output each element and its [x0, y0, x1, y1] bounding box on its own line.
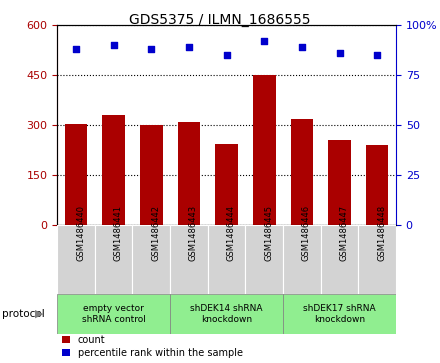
Text: empty vector
shRNA control: empty vector shRNA control — [82, 304, 146, 324]
Bar — [215, 143, 238, 225]
Bar — [178, 122, 200, 225]
Point — [374, 52, 381, 58]
Text: GSM1486440: GSM1486440 — [76, 205, 85, 261]
Text: shDEK14 shRNA
knockdown: shDEK14 shRNA knockdown — [191, 304, 263, 324]
Text: GSM1486448: GSM1486448 — [377, 205, 386, 261]
Bar — [253, 75, 275, 225]
Point — [110, 42, 117, 48]
Point — [298, 44, 305, 50]
Text: ▶: ▶ — [34, 309, 43, 319]
Text: GSM1486441: GSM1486441 — [114, 205, 123, 261]
Text: shDEK17 shRNA
knockdown: shDEK17 shRNA knockdown — [303, 304, 376, 324]
Point — [185, 44, 192, 50]
Bar — [208, 225, 246, 294]
Legend: count, percentile rank within the sample: count, percentile rank within the sample — [62, 335, 242, 358]
Bar — [57, 294, 170, 334]
Bar — [103, 115, 125, 225]
Bar — [321, 225, 358, 294]
Point — [261, 38, 268, 44]
Bar — [366, 145, 389, 225]
Bar — [95, 225, 132, 294]
Point — [223, 52, 230, 58]
Point — [148, 46, 155, 52]
Text: GSM1486447: GSM1486447 — [340, 205, 348, 261]
Bar — [65, 123, 87, 225]
Text: GSM1486446: GSM1486446 — [302, 205, 311, 261]
Bar — [170, 225, 208, 294]
Bar — [283, 294, 396, 334]
Bar — [132, 225, 170, 294]
Bar — [328, 140, 351, 225]
Text: GSM1486445: GSM1486445 — [264, 205, 273, 261]
Point — [336, 50, 343, 56]
Bar — [140, 125, 163, 225]
Bar — [57, 225, 95, 294]
Point — [73, 46, 80, 52]
Bar — [290, 119, 313, 225]
Text: protocol: protocol — [2, 309, 45, 319]
Text: GSM1486442: GSM1486442 — [151, 205, 160, 261]
Bar — [283, 225, 321, 294]
Bar — [246, 225, 283, 294]
Text: GSM1486444: GSM1486444 — [227, 205, 235, 261]
Bar — [170, 294, 283, 334]
Text: GDS5375 / ILMN_1686555: GDS5375 / ILMN_1686555 — [129, 13, 311, 27]
Text: GSM1486443: GSM1486443 — [189, 205, 198, 261]
Bar — [358, 225, 396, 294]
